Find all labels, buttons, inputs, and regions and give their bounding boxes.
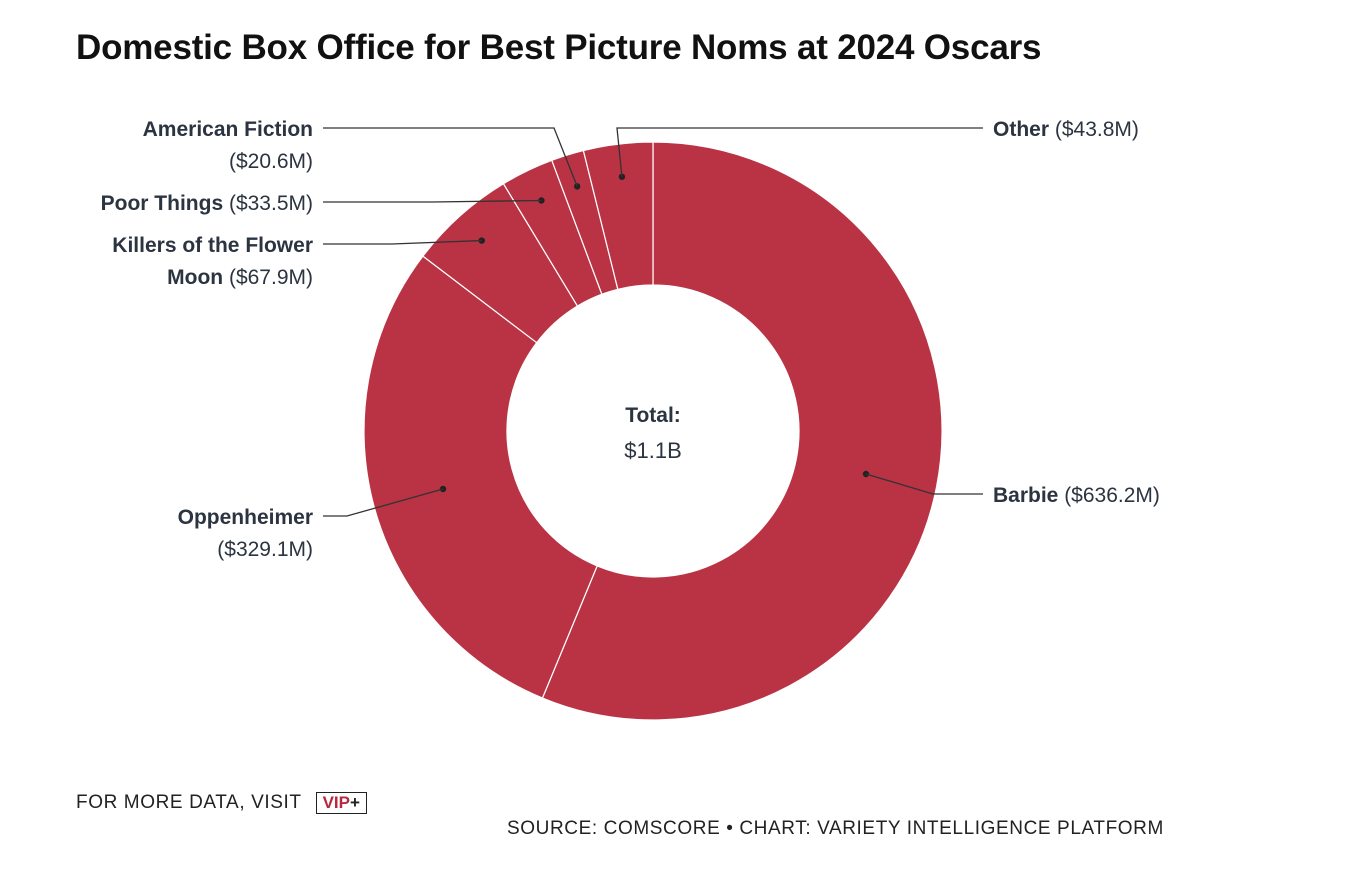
donut-slices: [363, 141, 943, 721]
leader-line-american-fiction: [323, 127, 578, 187]
leader-line-barbie: [865, 473, 983, 495]
source-credit: SOURCE: COMSCORE • CHART: VARIETY INTELL…: [507, 818, 1164, 839]
label-other: Other ($43.8M): [993, 118, 1139, 141]
label-american-fiction: American Fiction: [143, 118, 313, 141]
slice-barbie[interactable]: [541, 141, 943, 721]
more-data-text: FOR MORE DATA, VISIT: [76, 792, 302, 813]
label-poor-things: Poor Things ($33.5M): [101, 192, 313, 215]
slice-other[interactable]: [582, 141, 654, 291]
label-oppenheimer-line2: ($329.1M): [217, 538, 313, 561]
slice-labels: Barbie ($636.2M) Oppenheimer ($329.1M) Kill…: [101, 118, 1160, 561]
label-barbie: Barbie ($636.2M): [993, 484, 1160, 507]
label-killers-of-the-flower-moon-line2: Moon ($67.9M): [167, 266, 313, 289]
vip-plus-text: +: [350, 793, 360, 812]
leader-line-oppenheimer: [323, 488, 444, 517]
leader-line-poor-things: [323, 199, 542, 203]
leader-lines: [323, 127, 983, 517]
center-total-label: Total:: [625, 404, 681, 427]
center-total-value: $1.1B: [624, 438, 682, 463]
chart-title: Domestic Box Office for Best Picture Nom…: [76, 28, 1042, 67]
vip-text: VIP: [322, 793, 350, 812]
label-killers-of-the-flower-moon: Killers of the Flower: [112, 234, 313, 257]
slice-oppenheimer[interactable]: [363, 255, 598, 699]
vip-plus-logo[interactable]: VIP+: [315, 792, 367, 814]
label-oppenheimer: Oppenheimer: [178, 506, 313, 529]
more-data-note: FOR MORE DATA, VISIT VIP+: [76, 792, 367, 814]
leader-line-killers-of-the-flower-moon: [323, 239, 482, 245]
leader-line-other: [616, 127, 983, 177]
label-american-fiction-line2: ($20.6M): [229, 150, 313, 173]
